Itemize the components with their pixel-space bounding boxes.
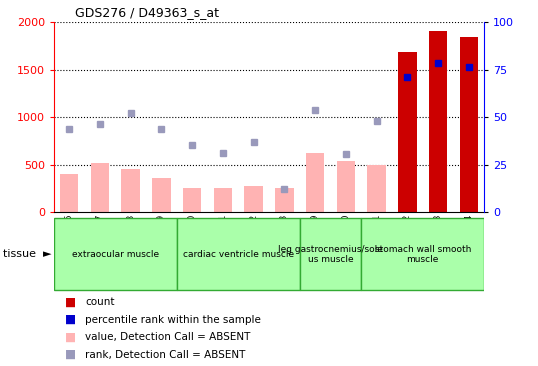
Bar — [429, 31, 447, 212]
Bar — [361, 218, 484, 291]
Text: tissue  ►: tissue ► — [3, 249, 51, 259]
Text: extraocular muscle: extraocular muscle — [72, 250, 159, 259]
Bar — [122, 168, 140, 212]
Text: GDS276 / D49363_s_at: GDS276 / D49363_s_at — [75, 6, 220, 19]
Bar — [300, 218, 361, 291]
Text: leg gastrocnemius/sole
us muscle: leg gastrocnemius/sole us muscle — [278, 244, 383, 264]
Text: count: count — [85, 297, 115, 307]
Bar — [183, 187, 201, 212]
Bar — [275, 188, 294, 212]
Bar — [367, 165, 386, 212]
Bar — [398, 52, 416, 212]
Bar — [244, 186, 263, 212]
Text: stomach wall smooth
muscle: stomach wall smooth muscle — [374, 244, 471, 264]
Bar — [214, 187, 232, 212]
Text: value, Detection Call = ABSENT: value, Detection Call = ABSENT — [85, 332, 250, 342]
Text: ■: ■ — [65, 348, 76, 361]
Bar — [152, 178, 171, 212]
Bar — [337, 161, 355, 212]
Bar — [459, 37, 478, 212]
Bar — [306, 153, 324, 212]
Text: percentile rank within the sample: percentile rank within the sample — [85, 314, 261, 325]
Bar — [60, 174, 79, 212]
Bar — [177, 218, 300, 291]
Text: cardiac ventricle muscle: cardiac ventricle muscle — [183, 250, 294, 259]
Text: rank, Detection Call = ABSENT: rank, Detection Call = ABSENT — [85, 350, 245, 360]
Text: ■: ■ — [65, 330, 76, 344]
Bar — [91, 163, 109, 212]
Bar — [54, 218, 177, 291]
Text: ■: ■ — [65, 313, 76, 326]
Text: ■: ■ — [65, 295, 76, 309]
